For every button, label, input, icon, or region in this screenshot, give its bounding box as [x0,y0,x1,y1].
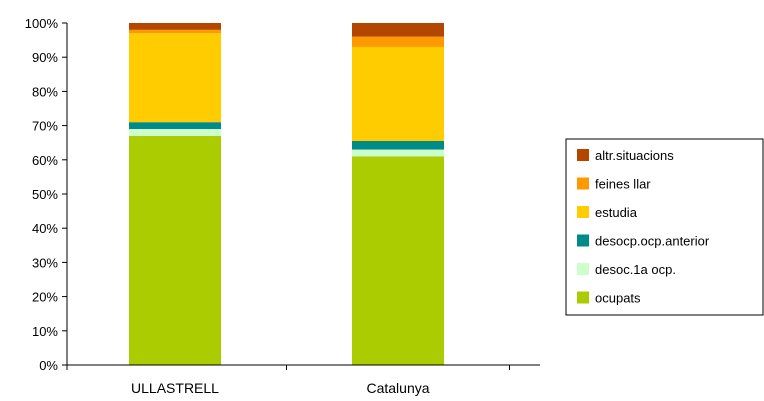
legend-label: desoc.1a ocp. [595,262,676,277]
legend-label: desocp.ocp.anterior [595,234,710,249]
bar-segment-desoc-1a-ocp- [129,129,221,136]
legend-label: altr.situacions [595,148,674,163]
bar-segment-estudia [352,46,444,141]
y-tick-label: 60% [32,153,58,168]
bar-segment-feines-llar [129,29,221,34]
bar-segment-desoc-1a-ocp- [352,149,444,157]
y-tick-label: 70% [32,119,58,134]
legend-label: feines llar [595,177,651,192]
bar-segment-estudia [129,33,221,123]
bar-segment-desocp-ocp-anterior [352,140,444,150]
legend-box [565,138,764,316]
bar-segment-altr-situacions [352,23,444,37]
legend-swatch [577,206,589,218]
y-tick-label: 20% [32,290,58,305]
legend-label: estudia [595,205,638,220]
x-category-label: Catalunya [366,380,429,396]
y-tick-label: 90% [32,50,58,65]
y-tick-label: 100% [25,16,59,31]
legend-label: ocupats [595,291,641,306]
x-category-label: ULLASTRELL [131,380,219,396]
y-tick-label: 10% [32,324,58,339]
y-tick-label: 40% [32,221,58,236]
bar-segment-desocp-ocp-anterior [129,122,221,130]
y-tick-label: 30% [32,255,58,270]
bar-segment-ocupats [352,156,444,365]
y-tick-label: 0% [39,358,58,373]
y-tick-label: 80% [32,84,58,99]
bar-segment-feines-llar [352,36,444,47]
legend-swatch [577,177,589,190]
legend-swatch [577,291,589,304]
y-tick-label: 50% [32,187,58,202]
legend-swatch [577,234,589,247]
bar-segment-ocupats [129,135,221,365]
bar-segment-altr-situacions [129,23,221,30]
legend-swatch [577,263,589,275]
legend-swatch [577,149,589,161]
